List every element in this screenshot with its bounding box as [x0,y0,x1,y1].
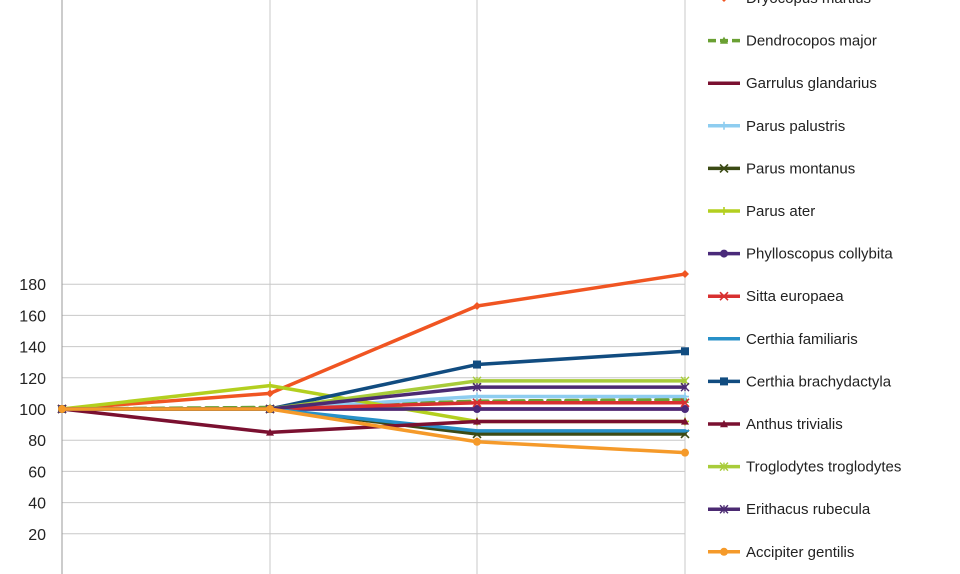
legend-label: Phylloscopus collybita [746,246,893,263]
legend-entry: Certhia familiaris [708,331,858,348]
legend-label: Garrulus glandarius [746,75,877,92]
legend: Dryocopus martius Dendrocopos major Garrul… [708,0,901,561]
legend-marker [719,462,729,472]
data-point [681,347,689,356]
legend-entry: Dendrocopos major [708,33,877,50]
y-tick-label: 160 [19,308,46,325]
legend-entry: Anthus trivialis [708,416,843,433]
legend-entry: Garrulus glandarius [708,75,877,92]
legend-label: Troglodytes troglodytes [746,459,901,476]
legend-label: Anthus trivialis [746,416,843,433]
data-point [473,302,481,311]
data-point [473,437,481,446]
data-point [473,417,481,425]
legend-label: Accipiter gentilis [746,544,854,561]
y-tick-label: 80 [28,433,46,450]
data-point [58,405,66,413]
legend-marker [720,249,728,258]
y-tick-label: 140 [19,340,46,357]
legend-label: Parus palustris [746,118,845,135]
data-point [266,428,274,436]
y-tick-label: 120 [19,371,46,388]
legend-marker [720,547,728,556]
y-tick-label: 100 [19,402,46,419]
y-tick-label: 20 [28,527,46,544]
y-tick-label: 180 [19,277,46,294]
legend-marker [720,36,728,44]
legend-entry: Sitta europaea [708,288,844,305]
data-point [473,405,481,413]
data-point [680,398,690,408]
data-point [680,382,690,392]
legend-label: Dryocopus martius [746,0,871,7]
legend-label: Erithacus rubecula [746,501,871,518]
legend-marker [720,207,728,215]
legend-entry: Erithacus rubecula [708,501,871,518]
data-point [266,389,274,398]
legend-entry: Parus montanus [708,160,855,177]
data-point [266,405,274,413]
legend-label: Parus ater [746,203,815,220]
legend-entry: Phylloscopus collybita [708,246,893,263]
y-axis: 20 40 60 80 100 120 140 160 180 [19,0,63,574]
legend-marker [720,420,728,428]
legend-marker [720,377,728,386]
data-point [681,405,689,413]
legend-label: Certhia brachydactyla [746,373,892,390]
legend-entry: Parus ater [708,203,815,220]
legend-marker [720,121,728,130]
data-point [266,381,274,390]
y-tick-label: 60 [28,464,46,481]
series-line [60,272,687,411]
data-point [473,392,481,401]
legend-label: Sitta europaea [746,288,844,305]
data-point [472,398,482,408]
legend-marker [719,291,729,301]
legend-entry: Dryocopus martius [722,0,871,7]
y-tick-label: 40 [28,496,46,513]
series-dryocopus-martius [58,270,689,413]
legend-label: Certhia familiaris [746,331,858,348]
legend-entry: Troglodytes troglodytes [708,459,901,476]
series-accipiter-gentilis [58,405,689,457]
legend-entry: Accipiter gentilis [708,544,854,561]
data-point [472,382,482,392]
data-point [681,392,689,401]
data-point [681,448,689,457]
legend-label: Parus montanus [746,160,855,177]
legend-entry: Certhia brachydactyla [708,373,892,390]
data-point [473,360,481,369]
series-line [60,407,687,455]
data-point [681,270,689,279]
legend-marker [719,504,729,514]
series-lines [57,270,690,457]
legend-label: Dendrocopos major [746,33,877,50]
legend-marker [719,163,729,173]
legend-marker [722,0,726,2]
data-point [681,417,689,425]
legend-entry: Parus palustris [708,118,845,135]
